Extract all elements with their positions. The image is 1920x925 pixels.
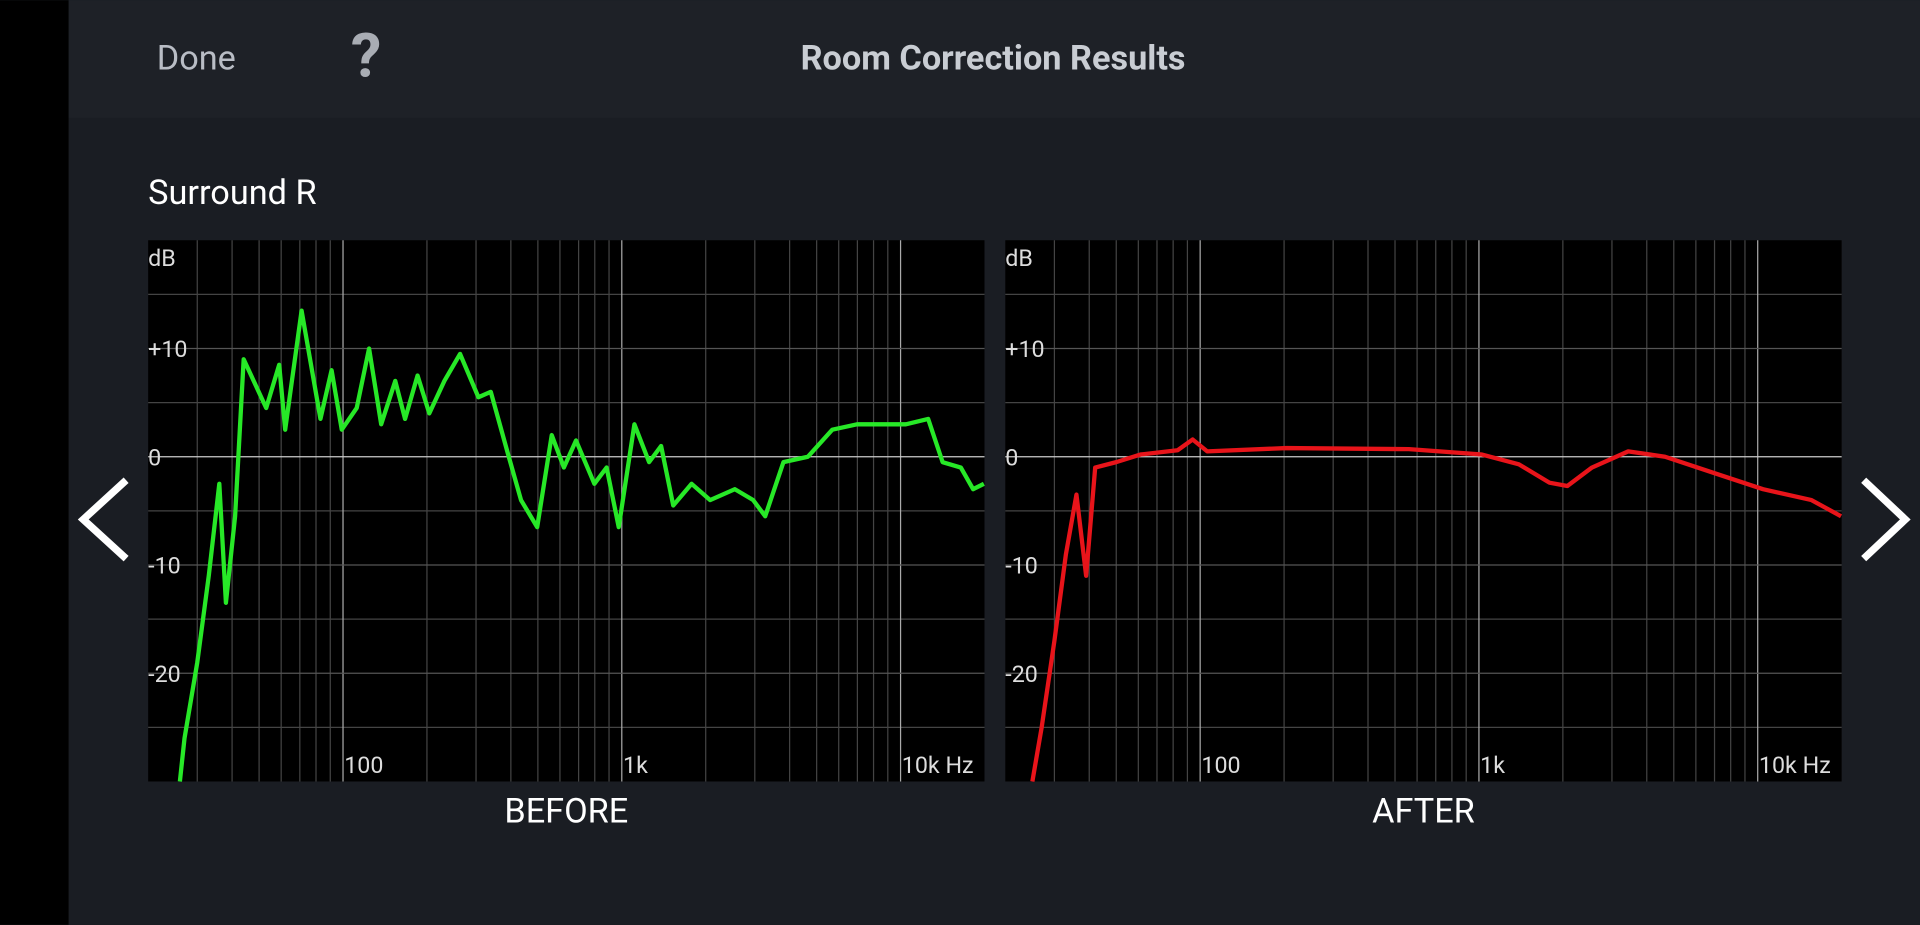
y-tick-label: 0	[1005, 443, 1018, 471]
prev-arrow[interactable]	[77, 477, 129, 562]
y-tick-label: +10	[1005, 335, 1044, 363]
y-axis-label: dB	[148, 244, 176, 272]
x-tick-label: 100	[344, 751, 383, 779]
chart-title: AFTER	[1372, 791, 1475, 831]
response-curve	[177, 308, 985, 782]
y-tick-label: +10	[148, 335, 187, 363]
page-title: Room Correction Results	[801, 38, 1186, 78]
x-tick-label: 10k Hz	[1759, 751, 1831, 779]
side-bar	[0, 0, 69, 925]
y-tick-label: 0	[148, 443, 161, 471]
help-button[interactable]: ?	[351, 19, 381, 91]
y-tick-label: -20	[148, 660, 181, 688]
x-tick-label: 1k	[623, 751, 648, 779]
y-tick-label: -20	[1005, 660, 1038, 688]
x-tick-label: 1k	[1480, 751, 1505, 779]
response-curve	[1030, 437, 1843, 782]
header-bar	[68, 0, 1920, 118]
chart-title: BEFORE	[504, 791, 628, 831]
y-axis-label: dB	[1005, 244, 1033, 272]
x-tick-label: 10k Hz	[902, 751, 974, 779]
next-arrow[interactable]	[1861, 477, 1911, 562]
channel-name: Surround R	[148, 173, 316, 213]
done-button[interactable]: Done	[157, 38, 236, 78]
y-tick-label: -10	[148, 552, 181, 580]
y-tick-label: -10	[1005, 552, 1038, 580]
x-tick-label: 100	[1201, 751, 1240, 779]
